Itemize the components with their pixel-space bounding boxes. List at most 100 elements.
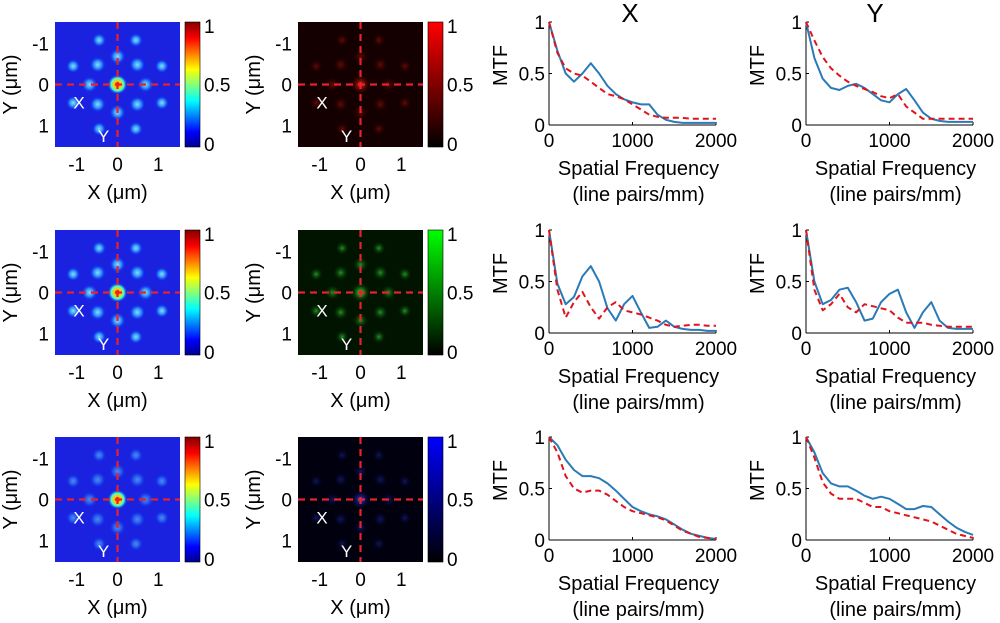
x-tick-label: 2000: [695, 339, 737, 360]
x-tick-label: 2000: [952, 339, 994, 360]
psf-spot: [128, 33, 143, 48]
psf-spot: [309, 59, 324, 74]
psf-panel-row1-combined: XY -1 -1 0 0 1 1 X (μm) Y (μm) 1 0.5 0: [0, 17, 230, 204]
psf-spot: [335, 33, 350, 48]
psf-spot: [92, 241, 107, 256]
colorbar-tick-label: 1: [204, 432, 215, 453]
colorbar-tick-label: 0: [447, 135, 458, 156]
colorbar: [184, 21, 201, 148]
psf-spot: [128, 329, 143, 344]
psf-spot: [371, 241, 386, 256]
psf-xtick-label: -1: [311, 155, 328, 176]
x-tick-label: 1000: [868, 339, 910, 360]
psf-marker-x: X: [73, 94, 84, 113]
psf-spot: [352, 256, 369, 273]
y-tick-label: 1: [534, 221, 545, 242]
psf-ytick-label: 0: [38, 284, 49, 305]
psf-marker-x: X: [316, 509, 327, 528]
colorbar-tick-label: 0.5: [204, 284, 230, 305]
psf-spot: [371, 329, 386, 344]
colorbar: [184, 229, 201, 356]
psf-spot: [92, 536, 107, 551]
psf-ytick-label: 1: [281, 116, 292, 137]
y-tick-label: 0.5: [776, 65, 802, 86]
colorbar-tick-label: 1: [447, 225, 458, 246]
psf-spot: [129, 264, 146, 281]
x-axis-sublabel: (line pairs/mm): [572, 392, 704, 414]
x-axis-label: Spatial Frequency: [558, 158, 719, 180]
psf-ytick-label: 0: [281, 76, 292, 97]
psf-marker-y: Y: [98, 542, 109, 561]
psf-xlabel: X (μm): [87, 597, 147, 619]
psf-spot: [372, 471, 389, 488]
series-line-dashed: [548, 21, 716, 120]
psf-marker-y: Y: [341, 127, 352, 146]
psf-spot: [128, 121, 143, 136]
psf-xlabel: X (μm): [87, 390, 147, 412]
psf-spot: [309, 267, 324, 282]
psf-ytick-label: 1: [38, 116, 49, 137]
y-tick-label: 0.5: [519, 273, 545, 294]
psf-marker-y: Y: [341, 335, 352, 354]
x-tick-label: 0: [801, 339, 812, 360]
psf-spot: [92, 448, 107, 463]
psf-xtick-label: 0: [355, 570, 366, 591]
psf-xtick-label: -1: [311, 363, 328, 384]
x-tick-label: 2000: [695, 131, 737, 152]
colorbar-tick-label: 0: [447, 343, 458, 364]
psf-spot: [81, 491, 98, 508]
mtf-chart-row1-X: 0 1000 2000 0 0.5 1 MTF Spatial Frequency (line …: [490, 13, 737, 206]
psf-spot: [332, 264, 349, 281]
colorbar-tick-label: 1: [447, 17, 458, 38]
psf-xtick-label: 0: [112, 155, 123, 176]
y-tick-label: 0.5: [776, 480, 802, 501]
psf-ytick-label: -1: [32, 450, 49, 471]
psf-spot: [309, 303, 324, 318]
psf-spot: [92, 33, 107, 48]
psf-sidelobes: [66, 241, 169, 344]
psf-spot: [352, 463, 369, 480]
y-tick-label: 0: [791, 531, 802, 552]
psf-spot: [129, 96, 146, 113]
psf-spot: [89, 56, 106, 73]
y-axis-label: MTF: [490, 253, 512, 294]
psf-sidelobes: [66, 448, 169, 551]
psf-xtick-label: 0: [355, 363, 366, 384]
psf-ylabel: Y (μm): [243, 469, 265, 529]
psf-xtick-label: -1: [68, 570, 85, 591]
psf-spot: [371, 121, 386, 136]
psf-panel-row3-channel: XY -1 -1 0 0 1 1 X (μm) Y (μm) 1 0.5 0: [243, 432, 473, 619]
psf-spot: [371, 448, 386, 463]
psf-ytick-label: 1: [38, 531, 49, 552]
psf-spot: [154, 303, 169, 318]
psf-spot: [66, 303, 81, 318]
psf-spot: [66, 95, 81, 110]
series-line-solid: [805, 21, 973, 123]
psf-xtick-label: 1: [396, 155, 407, 176]
psf-spot: [66, 510, 81, 525]
y-tick-label: 1: [791, 428, 802, 449]
x-axis-sublabel: (line pairs/mm): [572, 184, 704, 206]
psf-panel-row2-channel: XY -1 -1 0 0 1 1 X (μm) Y (μm) 1 0.5 0: [243, 225, 473, 412]
colorbar-tick-label: 0.5: [447, 284, 473, 305]
psf-xtick-label: 1: [153, 363, 164, 384]
psf-spot: [335, 121, 350, 136]
psf-spot: [92, 121, 107, 136]
y-axis-label: MTF: [747, 253, 769, 294]
x-axis-label: Spatial Frequency: [815, 573, 976, 595]
psf-spot: [109, 463, 126, 480]
psf-xtick-label: 0: [112, 363, 123, 384]
psf-xtick-label: 1: [153, 570, 164, 591]
psf-ytick-label: -1: [275, 35, 292, 56]
y-tick-label: 0.5: [776, 273, 802, 294]
psf-spot: [372, 264, 389, 281]
psf-spot: [332, 304, 349, 321]
psf-marker-y: Y: [341, 542, 352, 561]
psf-spot: [128, 241, 143, 256]
mtf-chart-row2-X: 0 1000 2000 0 0.5 1 MTF Spatial Frequency (line …: [490, 221, 737, 414]
psf-spot: [128, 536, 143, 551]
psf-marker-y: Y: [98, 335, 109, 354]
y-tick-label: 0.5: [519, 65, 545, 86]
psf-xtick-label: 0: [112, 570, 123, 591]
